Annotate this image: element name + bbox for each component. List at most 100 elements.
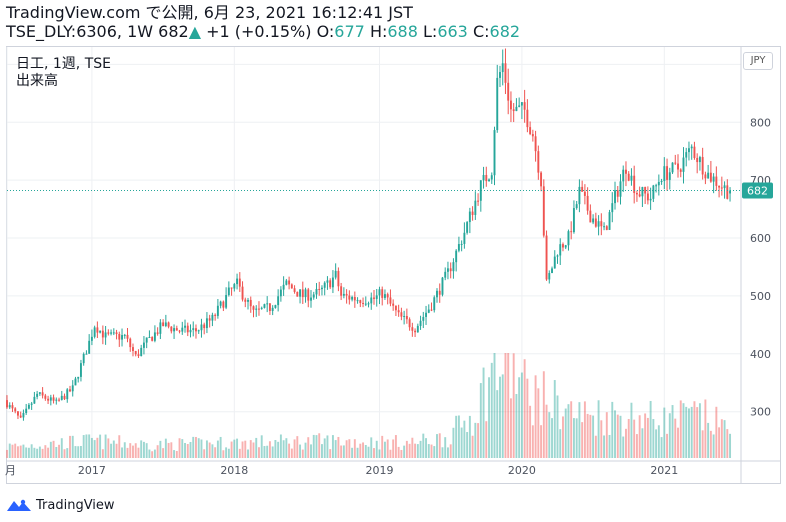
volume-bar bbox=[236, 438, 239, 458]
volume-bar bbox=[142, 441, 145, 458]
volume-bar bbox=[474, 422, 477, 458]
volume-bar bbox=[307, 437, 310, 458]
candle-body bbox=[408, 319, 411, 328]
candle-body bbox=[271, 307, 274, 312]
volume-bar bbox=[712, 434, 715, 458]
candle-body bbox=[668, 172, 671, 180]
volume-bar bbox=[515, 394, 518, 458]
series-legend: 日工, 1週, TSE bbox=[16, 56, 111, 72]
volume-bar bbox=[589, 414, 592, 458]
candle-body bbox=[471, 211, 474, 215]
volume-bar bbox=[186, 444, 189, 458]
candle-body bbox=[285, 280, 288, 285]
volume-bar bbox=[71, 435, 74, 458]
volume-bar bbox=[644, 413, 647, 458]
volume-bar bbox=[646, 417, 649, 458]
candle-body bbox=[331, 277, 334, 288]
candle-body bbox=[74, 378, 77, 386]
candle-body bbox=[386, 294, 389, 298]
volume-bar bbox=[82, 435, 85, 458]
candle-body bbox=[288, 280, 291, 285]
volume-bar bbox=[266, 445, 269, 458]
candle-body bbox=[704, 174, 707, 179]
volume-bar bbox=[145, 443, 148, 458]
volume-bar bbox=[151, 451, 154, 458]
candle-body bbox=[627, 173, 630, 181]
volume-bar bbox=[512, 353, 515, 458]
candle-body bbox=[592, 218, 595, 223]
currency-badge[interactable]: JPY bbox=[743, 52, 773, 70]
candle-body bbox=[260, 307, 263, 309]
candle-body bbox=[534, 136, 537, 152]
candle-body bbox=[392, 303, 395, 306]
volume-bar bbox=[455, 415, 458, 458]
volume-bar bbox=[696, 407, 699, 458]
volume-bar bbox=[427, 444, 430, 458]
candle-body bbox=[299, 289, 302, 297]
candle-body bbox=[38, 392, 41, 394]
candle-body bbox=[277, 296, 280, 306]
volume-bar bbox=[485, 421, 488, 458]
candle-body bbox=[671, 162, 674, 173]
volume-bar bbox=[370, 437, 373, 458]
volume-bar bbox=[545, 404, 548, 458]
volume-bar bbox=[63, 449, 66, 458]
volume-bar bbox=[523, 359, 526, 458]
candle-body bbox=[603, 226, 606, 228]
low-label: L: bbox=[423, 22, 438, 41]
volume-bar bbox=[184, 442, 186, 458]
volume-bar bbox=[668, 413, 671, 458]
candle-body bbox=[690, 146, 693, 149]
candle-body bbox=[159, 322, 162, 334]
volume-bar bbox=[553, 380, 556, 458]
volume-bar bbox=[597, 400, 600, 458]
candle-body bbox=[27, 404, 30, 409]
candle-body bbox=[523, 102, 526, 110]
close-label: C: bbox=[472, 22, 490, 41]
volume-bar bbox=[663, 407, 666, 458]
candle-body bbox=[720, 187, 723, 189]
candle-body bbox=[616, 190, 619, 197]
candle-body bbox=[614, 190, 616, 204]
volume-bar bbox=[537, 388, 540, 458]
volume-bar bbox=[268, 441, 271, 458]
candle-body bbox=[301, 289, 304, 298]
candle-body bbox=[553, 256, 556, 269]
candle-body bbox=[466, 222, 469, 233]
candle-body bbox=[170, 326, 173, 332]
volume-bar bbox=[205, 440, 208, 458]
volume-bar bbox=[129, 443, 132, 458]
volume-bar bbox=[44, 445, 47, 458]
open-value: 677 bbox=[334, 22, 365, 41]
candle-body bbox=[104, 332, 107, 338]
candle-body bbox=[488, 179, 490, 182]
x-tick-label: 2021 bbox=[650, 464, 678, 477]
candle-body bbox=[633, 175, 636, 193]
candle-body bbox=[373, 297, 375, 299]
volume-bar bbox=[60, 438, 63, 458]
candle-body bbox=[134, 351, 137, 355]
candle-body bbox=[438, 290, 441, 295]
candle-body bbox=[263, 304, 266, 308]
candle-body bbox=[348, 295, 351, 300]
volume-bar bbox=[392, 439, 395, 458]
volume-bar bbox=[641, 428, 644, 458]
volume-bar bbox=[411, 437, 414, 458]
candle-body bbox=[326, 280, 329, 283]
candle-body bbox=[296, 291, 299, 297]
candle-body bbox=[151, 337, 154, 341]
volume-bar bbox=[233, 439, 236, 458]
volume-bar bbox=[310, 444, 312, 458]
volume-bar bbox=[726, 429, 729, 458]
volume-bar bbox=[707, 422, 710, 458]
footer-branding[interactable]: TradingView bbox=[6, 494, 115, 516]
volume-bar bbox=[655, 429, 658, 458]
candle-body bbox=[383, 294, 386, 298]
y-tick-label: 500 bbox=[750, 290, 771, 303]
candle-body bbox=[638, 194, 641, 197]
candle-body bbox=[422, 316, 425, 321]
candle-body bbox=[649, 198, 652, 201]
volume-bar bbox=[698, 403, 701, 458]
candle-body bbox=[520, 102, 523, 106]
